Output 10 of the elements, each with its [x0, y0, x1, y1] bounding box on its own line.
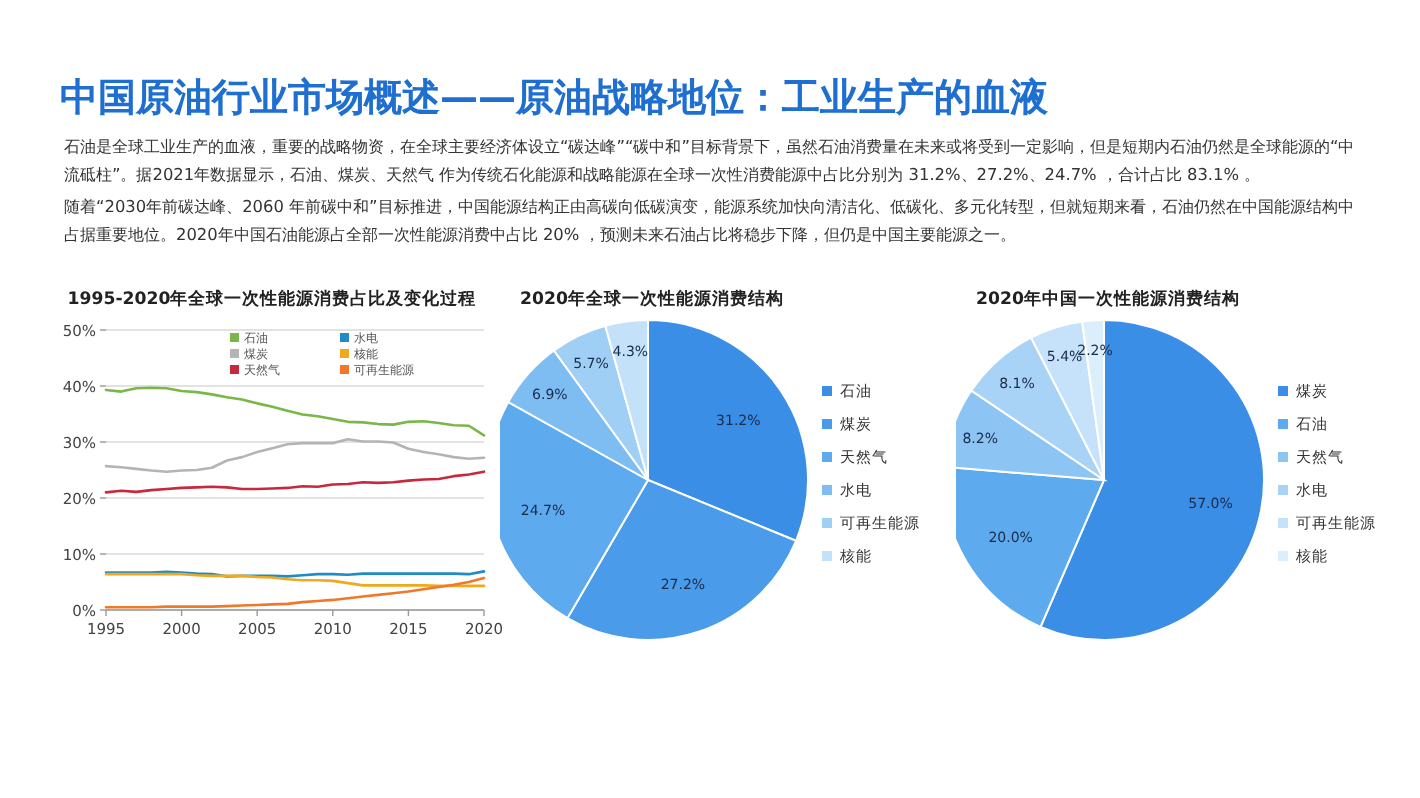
- chart-title: 2020年中国一次性能源消费结构: [976, 288, 1240, 310]
- text: 石油是全球工业生产的血液，重要的战略物资，在全球主要经济体设立“碳达峰”“碳中和”目标背景下，虽然石油消费量在未来或将受到一定影响，但是短期内石油仍然是全球能源的“中流砥柱”。据2021年数据显示，石油、煤炭、天然气 作为传统石化能源和战略能源在全球一次性消费能源中占比分别为 31.2%、27.2%、24.7% ，合计占比 83.1% 。: [64, 134, 1357, 187]
- chart-title: 2020年全球一次性能源消费结构: [520, 288, 784, 310]
- chart-title: 1995-2020年全球一次性能源消费占比及变化过程: [67, 288, 477, 310]
- line-series: [104, 470, 486, 494]
- line-series: [104, 437, 486, 473]
- line-series: [104, 386, 486, 437]
- text: 中国原油行业市场概述——原油战略地位：工业生产的血液: [60, 74, 1048, 124]
- text: 随着“2030年前碳达峰、2060 年前碳中和”目标推进，中国能源结构正由高碳向低碳演变，能源系统加快向清洁化、低碳化、多元化转型，但就短期来看，石油仍然在中国能源结构中占据重要地位。2020年中国石油能源占全部一次性能源消费中占比 20% ，预测未来石油占比将稳步下降，但仍是中国主要能源之一。: [64, 194, 1356, 247]
- line-series: [104, 576, 486, 609]
